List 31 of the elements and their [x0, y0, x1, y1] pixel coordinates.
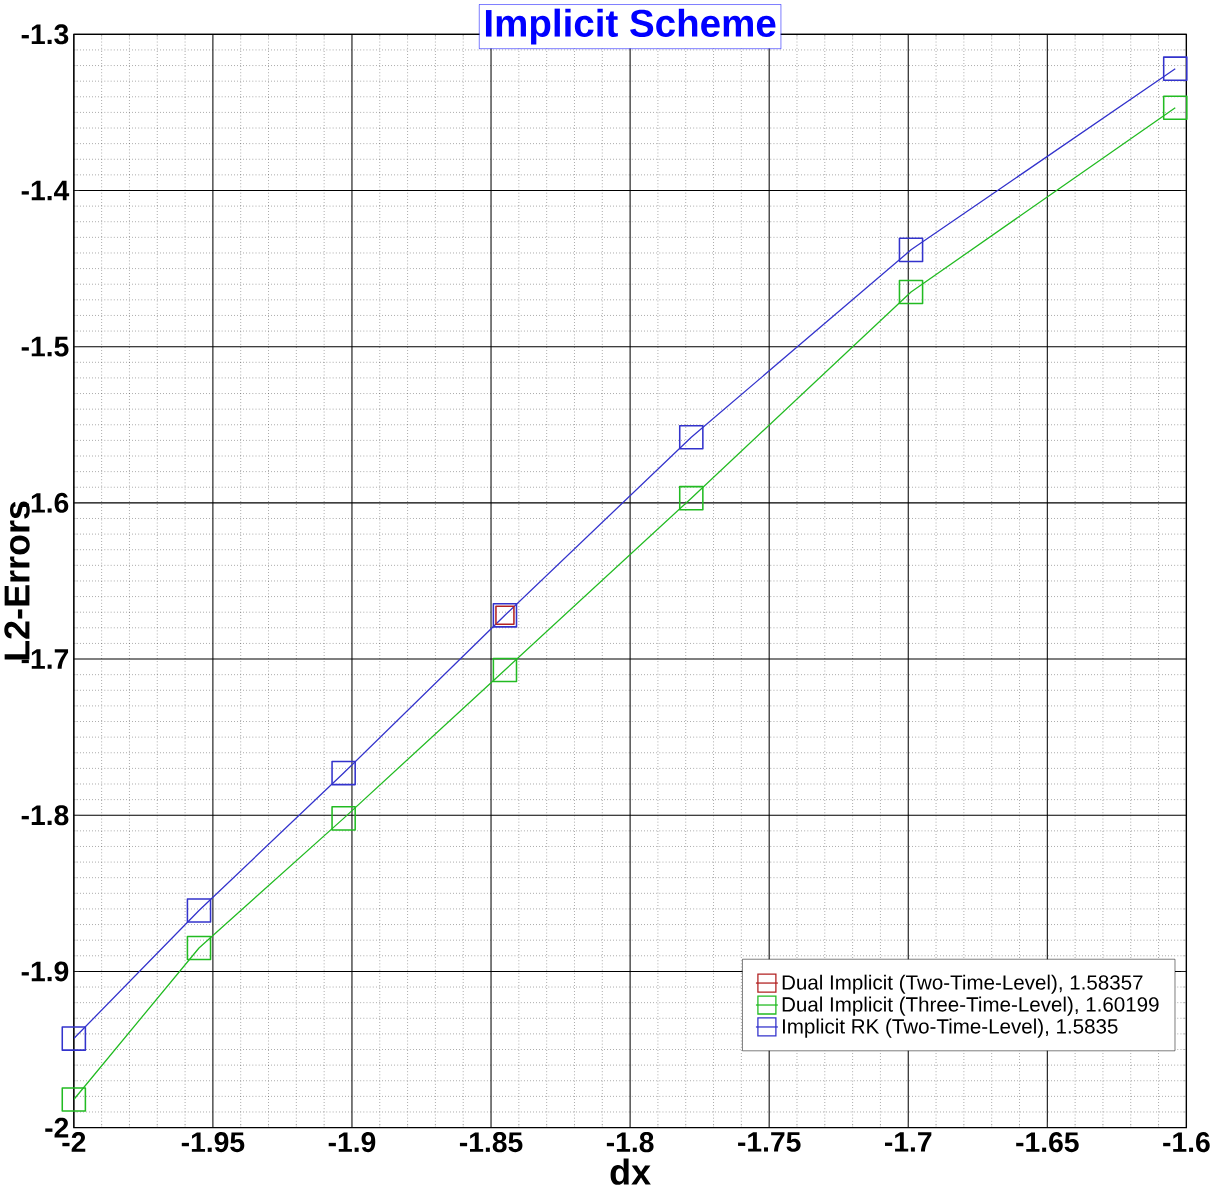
legend-label: Implicit RK (Two-Time-Level), 1.5835 — [782, 1018, 1118, 1038]
x-tick-label: -1.65 — [1016, 1132, 1079, 1153]
point — [61, 1087, 87, 1112]
point — [678, 424, 704, 450]
point — [61, 1026, 87, 1051]
legend-label: Dual Implicit (Two-Time-Level), 1.58357 — [782, 974, 1143, 994]
y-tick-label: -1.5 — [21, 336, 69, 357]
y-tick-label: -1.8 — [21, 805, 69, 826]
x-tick-label: -1.95 — [181, 1132, 245, 1153]
point — [492, 657, 518, 683]
y-tick-label: -1.9 — [21, 961, 69, 982]
chart-title: Implicit Scheme — [485, 8, 776, 45]
legend-label: Dual Implicit (Three-Time-Level), 1.60199 — [782, 996, 1159, 1016]
x-tick-label: -1.7 — [885, 1132, 932, 1152]
point — [1162, 95, 1188, 120]
point — [898, 237, 924, 263]
point — [678, 485, 704, 511]
point — [1162, 56, 1188, 81]
x-tick-label: -1.85 — [459, 1132, 523, 1153]
y-tick-label: -1.4 — [21, 180, 70, 201]
x-tick-label: -1.8 — [606, 1132, 654, 1153]
x-tick-label: -1.6 — [1163, 1132, 1210, 1153]
x-tick-label: -1.9 — [328, 1132, 376, 1153]
x-axis-title: dx — [610, 1158, 651, 1185]
point — [186, 935, 212, 961]
point — [898, 279, 924, 305]
point — [331, 805, 356, 831]
x-tick-label: -1.75 — [738, 1132, 801, 1152]
point — [331, 760, 356, 786]
point — [186, 898, 212, 923]
y-tick-label: -1.3 — [21, 24, 69, 45]
